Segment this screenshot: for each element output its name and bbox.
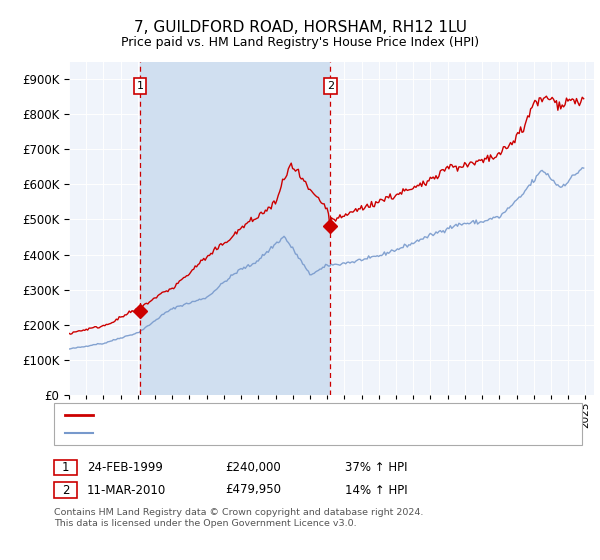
Bar bbox=[140, 62, 331, 395]
Text: 24-FEB-1999: 24-FEB-1999 bbox=[87, 461, 163, 474]
Text: 11-MAR-2010: 11-MAR-2010 bbox=[87, 483, 166, 497]
Text: 14% ↑ HPI: 14% ↑ HPI bbox=[345, 483, 407, 497]
Text: £240,000: £240,000 bbox=[225, 461, 281, 474]
Text: 1: 1 bbox=[137, 81, 143, 91]
Text: 2: 2 bbox=[327, 81, 334, 91]
Text: Contains HM Land Registry data © Crown copyright and database right 2024.
This d: Contains HM Land Registry data © Crown c… bbox=[54, 508, 424, 528]
Text: 1: 1 bbox=[62, 461, 69, 474]
Text: HPI: Average price, detached house, Horsham: HPI: Average price, detached house, Hors… bbox=[99, 428, 356, 438]
Text: Price paid vs. HM Land Registry's House Price Index (HPI): Price paid vs. HM Land Registry's House … bbox=[121, 36, 479, 49]
Text: 2: 2 bbox=[62, 483, 69, 497]
Text: 7, GUILDFORD ROAD, HORSHAM, RH12 1LU: 7, GUILDFORD ROAD, HORSHAM, RH12 1LU bbox=[133, 20, 467, 35]
Text: 7, GUILDFORD ROAD, HORSHAM, RH12 1LU (detached house): 7, GUILDFORD ROAD, HORSHAM, RH12 1LU (de… bbox=[99, 410, 443, 420]
Text: £479,950: £479,950 bbox=[225, 483, 281, 497]
Text: 37% ↑ HPI: 37% ↑ HPI bbox=[345, 461, 407, 474]
